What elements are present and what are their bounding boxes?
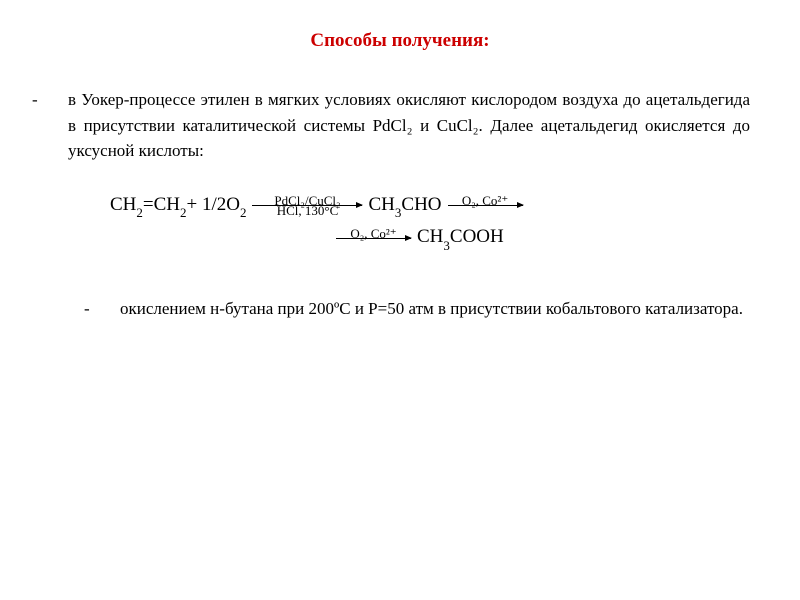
paragraph-2-text: окислением н-бутана при 200ºС и Р=50 атм… [120, 299, 743, 318]
bullet-1: - [50, 87, 68, 113]
arrow-2-line [448, 205, 523, 206]
page-title: Способы получения: [50, 30, 750, 52]
equation-block: CH2 =CH2 + 1/2O2 PdCl₂/CuCl₂ HCl, 130°C … [110, 194, 750, 252]
arrow-1-line [252, 205, 362, 206]
arrow-1: PdCl₂/CuCl₂ HCl, 130°C [252, 194, 362, 217]
eq-plus-o2: + 1/2O2 [187, 194, 247, 219]
eq-ch3cho: CH3CHO [368, 194, 441, 219]
eq-ch3cooh: CH3COOH [417, 226, 504, 251]
arrow-3: O₂, Co²⁺ [336, 227, 411, 250]
bullet-2: - [102, 296, 120, 322]
paragraph-1-text: в Уокер-процессе этилен в мягких условия… [68, 90, 750, 160]
paragraph-2: - окислением н-бутана при 200ºС и Р=50 а… [50, 296, 750, 322]
arrow-2: O₂, Co²⁺ [448, 194, 523, 217]
arrow-3-line [336, 238, 411, 239]
paragraph-1: - в Уокер-процессе этилен в мягких услов… [50, 87, 750, 164]
eq-ch2-left: CH2 [110, 194, 143, 219]
equation-row-1: CH2 =CH2 + 1/2O2 PdCl₂/CuCl₂ HCl, 130°C … [110, 194, 750, 219]
equation-row-2: O₂, Co²⁺ CH3COOH [330, 226, 750, 251]
eq-ch2-right: =CH2 [143, 194, 187, 219]
